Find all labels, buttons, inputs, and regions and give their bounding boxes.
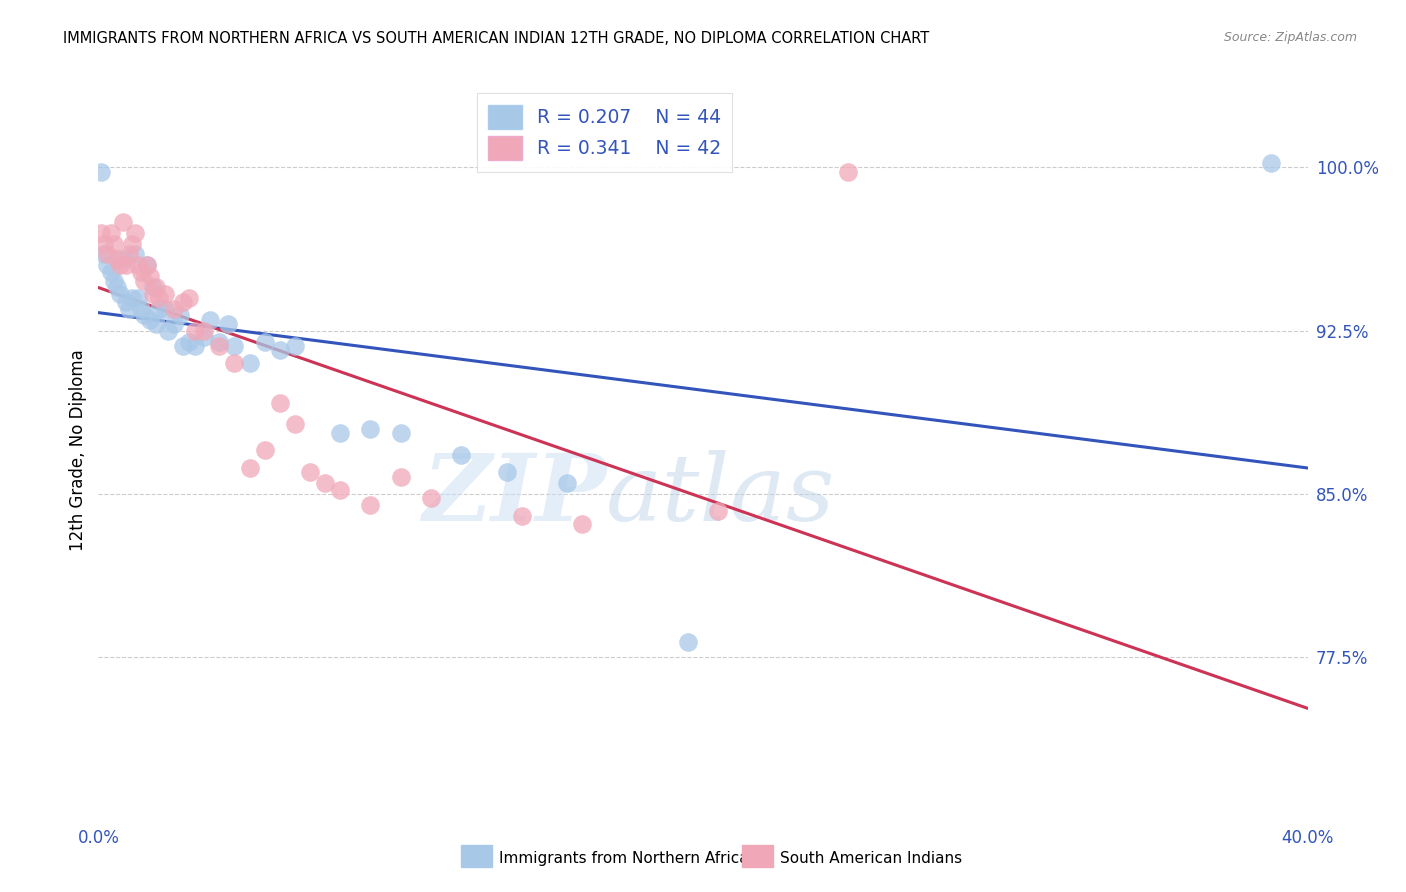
Point <box>360 498 382 512</box>
Point <box>208 334 231 349</box>
Point <box>200 313 222 327</box>
Point <box>184 324 207 338</box>
Point <box>224 339 246 353</box>
Point <box>139 269 162 284</box>
Point <box>100 265 122 279</box>
Point <box>142 280 165 294</box>
Point <box>90 226 112 240</box>
Point <box>124 247 146 261</box>
Text: Source: ZipAtlas.com: Source: ZipAtlas.com <box>1223 31 1357 45</box>
Point <box>239 356 262 370</box>
Point <box>217 317 239 331</box>
Point <box>284 417 307 432</box>
Point <box>329 483 352 497</box>
Text: atlas: atlas <box>606 450 835 540</box>
Point <box>111 215 134 229</box>
Point <box>118 247 141 261</box>
Point <box>169 309 191 323</box>
Point <box>450 448 472 462</box>
Point <box>103 236 125 251</box>
Point <box>495 465 517 479</box>
Point <box>172 339 194 353</box>
Y-axis label: 12th Grade, No Diploma: 12th Grade, No Diploma <box>69 350 87 551</box>
Point <box>269 343 291 358</box>
Text: IMMIGRANTS FROM NORTHERN AFRICA VS SOUTH AMERICAN INDIAN 12TH GRADE, NO DIPLOMA : IMMIGRANTS FROM NORTHERN AFRICA VS SOUTH… <box>63 31 929 46</box>
Point <box>121 236 143 251</box>
Point <box>153 286 176 301</box>
Point <box>121 291 143 305</box>
Point <box>571 517 593 532</box>
Text: ZIP: ZIP <box>422 450 606 540</box>
Point <box>510 508 533 523</box>
Point <box>329 425 352 440</box>
Point <box>127 291 149 305</box>
Point <box>132 309 155 323</box>
Point <box>163 301 186 316</box>
Point <box>360 422 382 436</box>
Point <box>837 165 859 179</box>
Point <box>156 324 179 338</box>
Point <box>135 259 157 273</box>
Point <box>108 259 131 273</box>
Point <box>93 236 115 251</box>
Point <box>208 339 231 353</box>
Point <box>184 339 207 353</box>
Point <box>224 356 246 370</box>
Point <box>179 291 201 305</box>
Text: Immigrants from Northern Africa: Immigrants from Northern Africa <box>499 851 749 865</box>
Point <box>299 465 322 479</box>
Point <box>172 295 194 310</box>
Point <box>96 247 118 261</box>
Point <box>179 334 201 349</box>
Legend: R = 0.207    N = 44, R = 0.341    N = 42: R = 0.207 N = 44, R = 0.341 N = 42 <box>477 94 733 171</box>
Point <box>389 425 412 440</box>
Point <box>314 476 336 491</box>
Point <box>145 280 167 294</box>
Point <box>193 330 215 344</box>
Point <box>129 301 152 316</box>
Point <box>135 259 157 273</box>
Point <box>96 259 118 273</box>
Point <box>1260 156 1282 170</box>
Point <box>145 317 167 331</box>
Point <box>105 280 128 294</box>
Point <box>90 165 112 179</box>
Point <box>103 274 125 288</box>
Point <box>389 469 412 483</box>
Point <box>555 476 578 491</box>
Point <box>118 301 141 316</box>
Point <box>148 291 170 305</box>
Point <box>253 334 276 349</box>
Point <box>124 226 146 240</box>
Text: South American Indians: South American Indians <box>780 851 963 865</box>
Point <box>284 339 307 353</box>
Point <box>108 286 131 301</box>
Point <box>114 259 136 273</box>
Point <box>253 443 276 458</box>
Point <box>132 274 155 288</box>
Point <box>105 252 128 266</box>
Point <box>148 301 170 316</box>
Point <box>193 324 215 338</box>
Point <box>139 313 162 327</box>
Point <box>114 295 136 310</box>
Point <box>707 504 730 518</box>
Point <box>239 461 262 475</box>
Point <box>142 286 165 301</box>
Point <box>111 252 134 266</box>
Point <box>127 259 149 273</box>
Point <box>93 247 115 261</box>
Point <box>269 395 291 409</box>
Point <box>129 265 152 279</box>
Point <box>153 301 176 316</box>
Point <box>676 635 699 649</box>
Point <box>420 491 443 506</box>
Point <box>163 317 186 331</box>
Point <box>100 226 122 240</box>
